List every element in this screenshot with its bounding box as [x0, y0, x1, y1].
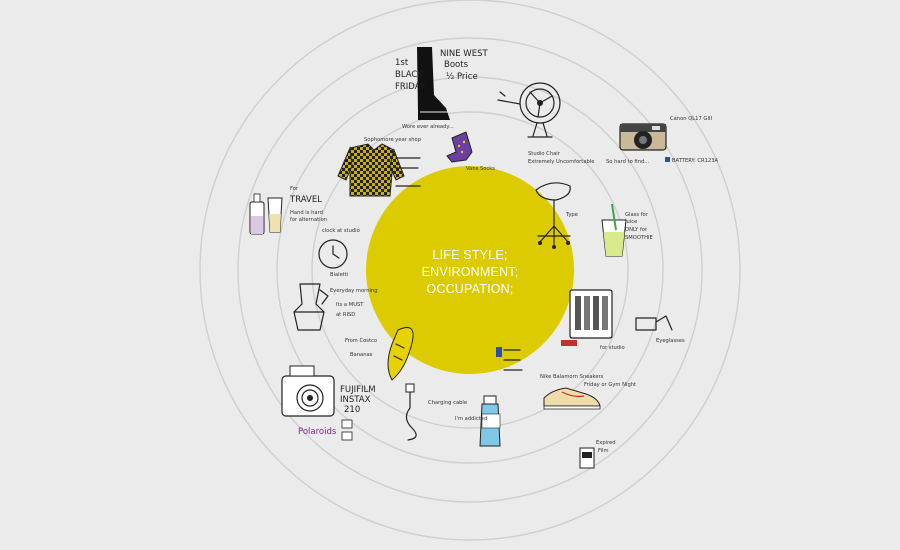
camera-note-rarity: So hard to find...: [606, 159, 650, 165]
mocha-note-must: Its a MUST: [336, 302, 364, 308]
juice-note-2: Juice: [624, 219, 637, 225]
cable-illustration: Charging cable: [405, 383, 467, 441]
boots-note-brand: NINE WEST: [440, 49, 488, 59]
wall-clock-illustration: clock at studio: [318, 228, 360, 269]
sneaker-icon: [543, 387, 601, 407]
boots-note-side2: BLACK: [395, 70, 423, 80]
film-note-2: Film: [598, 448, 609, 454]
glass-icon: [603, 232, 625, 256]
tools-note: for studio: [600, 345, 625, 351]
film-canister-illustration: Expired Film: [579, 440, 616, 469]
boots-note-type: Boots: [444, 60, 469, 70]
chair-note-type: Type: [565, 212, 578, 218]
travel-note-line1: Hand is hard: [290, 210, 323, 216]
studio-chair-illustration: Studio Chair Extremely Uncomfortable Typ…: [528, 151, 594, 249]
mocha-note-school: at RISD: [336, 312, 355, 318]
banana-icon: [387, 327, 414, 381]
polaroid-note-brand: FUJIFILM: [340, 385, 376, 395]
outer-ring: [199, 0, 741, 541]
juice-note-3: ONLY for: [625, 227, 648, 233]
shirt-icon: [349, 143, 395, 197]
film-note-1: Expired: [596, 440, 616, 446]
cable-note: Charging cable: [428, 400, 467, 406]
boots-note-bottom: Wore ever already...: [402, 124, 454, 130]
banana-note-origin: From Costco: [345, 338, 377, 344]
center-label-line2: ENVIRONMENT;: [422, 265, 519, 279]
battery-icon: [665, 157, 670, 162]
film-camera-illustration: Canon QL17 GIII So hard to find... BATTE…: [606, 116, 719, 165]
juice-note-4: SMOOTHIE: [625, 235, 653, 241]
banana-illustration: From Costco Bananas: [345, 327, 414, 381]
polaroid-note-number: 210: [344, 405, 360, 415]
boots-note-price: ½ Price: [446, 72, 478, 82]
tool-organizer-illustration: for studio: [561, 289, 625, 351]
camera-note-battery: BATTERY: CR123A: [672, 158, 719, 164]
sock-note: Vans Socks: [466, 166, 495, 172]
travel-note-title: TRAVEL: [289, 195, 322, 205]
center-label-line1: LIFE STYLE;: [432, 248, 507, 262]
glasses-illustration: Eyeglasses: [635, 315, 685, 344]
travel-bottles-illustration: For TRAVEL Hand is hard for alternation: [249, 186, 327, 235]
boot-icon: [417, 47, 450, 120]
glasses-note: Eyeglasses: [656, 338, 685, 344]
shoes-note-name: Nike Balamorn Sneakers: [540, 374, 604, 380]
clock-note: clock at studio: [322, 228, 360, 234]
moka-pot-illustration: Bialetti Everyday morning Its a MUST at …: [293, 272, 378, 331]
travel-note-for: For: [290, 186, 299, 192]
moka-pot-icon: [293, 283, 325, 331]
shoes-note-when: Friday or Gym Night: [584, 382, 636, 388]
camera-note-model: Canon QL17 GIII: [670, 116, 713, 122]
boots-illustration: NINE WEST Boots ½ Price 1st BLACK FRIDAY…: [395, 47, 488, 130]
center-label-line3: OCCUPATION;: [426, 282, 513, 296]
sneakers-illustration: Nike Balamorn Sneakers Friday or Gym Nig…: [540, 374, 636, 410]
fan-illustration: [497, 82, 561, 138]
polaroid-camera-illustration: FUJIFILM INSTAX 210 Polaroids: [281, 365, 376, 441]
inner-middle-ring: [276, 76, 664, 464]
inner-ring: [311, 111, 629, 429]
cable-icon: [405, 389, 417, 441]
polaroid-tag: Polaroids: [298, 427, 337, 437]
clock-icon: [318, 239, 348, 269]
sock-illustration: Vans Socks: [446, 131, 495, 172]
eyeglasses-icon: [635, 317, 657, 331]
juice-glass-illustration: Glass for Juice ONLY for SMOOTHIE: [601, 203, 653, 257]
boots-note-side3: FRIDAY: [395, 82, 426, 92]
chair-note-comfort: Extremely Uncomfortable: [528, 159, 594, 165]
checkered-shirt-illustration: Sophomore year shop: [337, 137, 422, 197]
water-bottle-illustration: I'm addicted: [455, 395, 501, 447]
juice-note-1: Glass for: [625, 212, 649, 218]
fan-icon: [519, 82, 561, 124]
outer-middle-ring: [237, 37, 703, 503]
shirt-note: Sophomore year shop: [364, 137, 422, 143]
chair-note-name: Studio Chair: [528, 151, 561, 157]
mocha-note-brand: Bialetti: [330, 272, 348, 278]
travel-note-line2: for alternation: [290, 217, 327, 223]
boots-note-side1: 1st: [395, 58, 409, 68]
device-icon: [496, 347, 502, 357]
red-tag: [561, 340, 577, 346]
banana-note-name: Bananas: [350, 352, 373, 358]
mocha-note-routine: Everyday morning: [330, 288, 378, 294]
bottle-note: I'm addicted: [455, 416, 487, 422]
polaroid-note-model: INSTAX: [340, 395, 371, 405]
chair-icon: [535, 182, 571, 201]
small-device-illustration: [496, 347, 523, 371]
center-disc: [366, 166, 574, 374]
